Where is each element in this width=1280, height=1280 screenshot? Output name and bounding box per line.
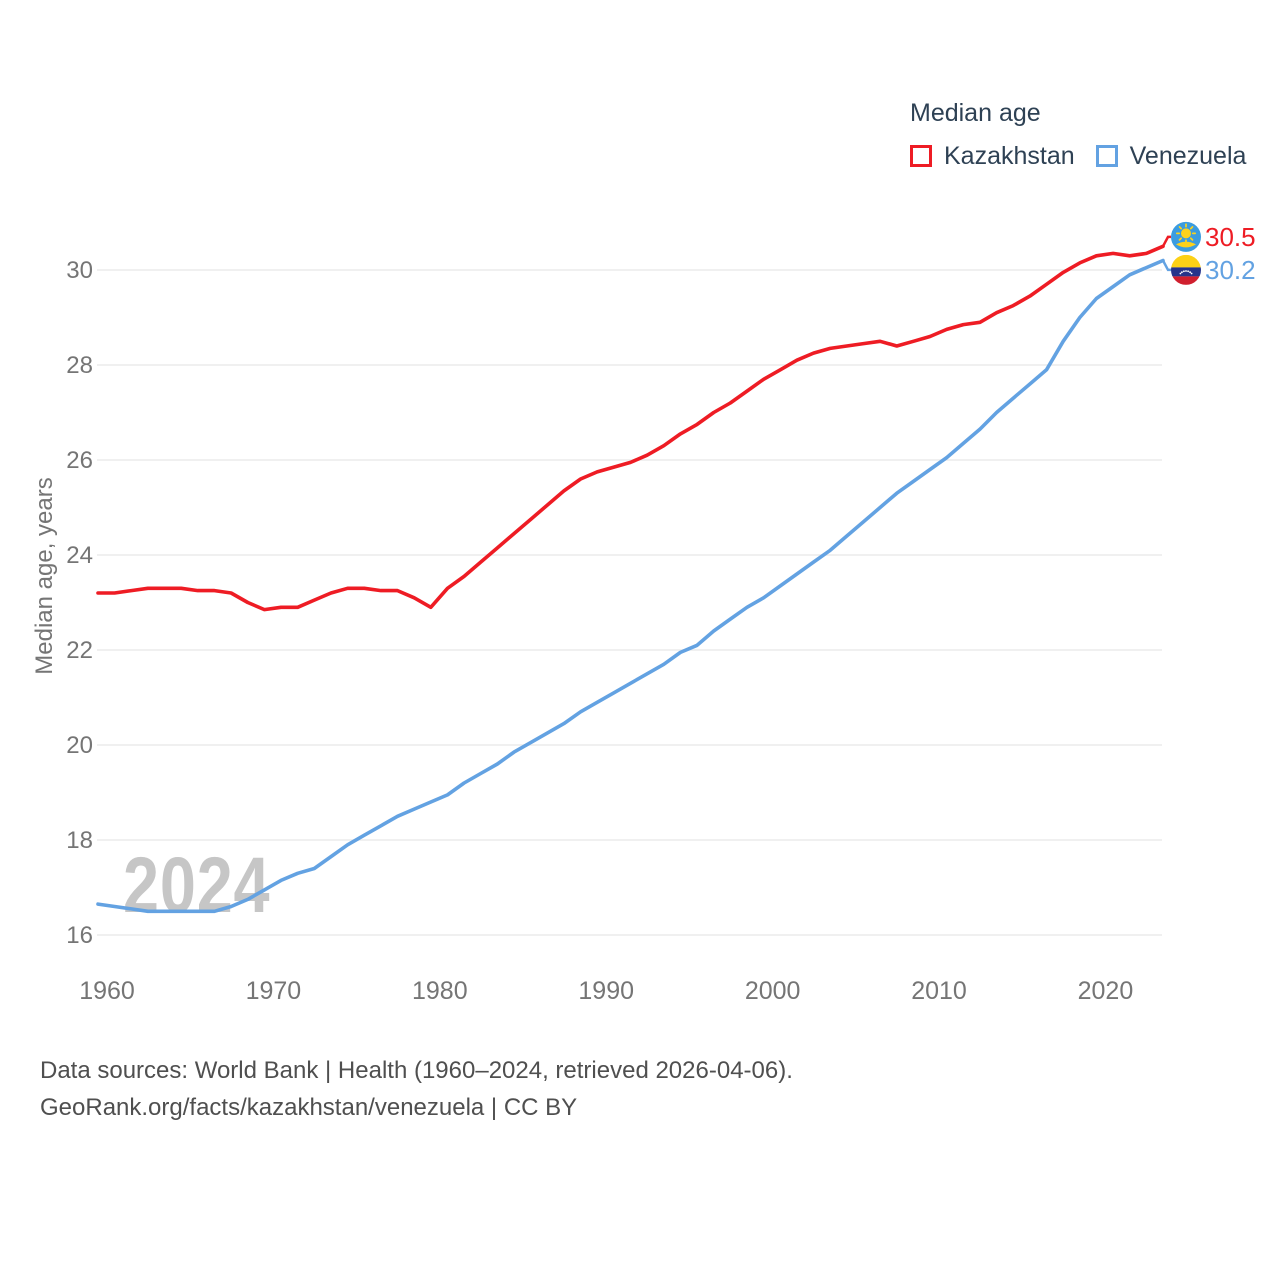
x-axis-tick-labels: 1960 1970 1980 1990 2000 2010 2020 xyxy=(79,977,1133,1005)
y-tick-label: 24 xyxy=(66,542,93,569)
x-tick-label: 1960 xyxy=(79,977,135,1005)
y-tick-label: 26 xyxy=(66,447,93,474)
legend: Median age Kazakhstan Venezuela xyxy=(910,98,1246,171)
y-tick-label: 30 xyxy=(66,257,93,284)
footer: Data sources: World Bank | Health (1960–… xyxy=(40,1052,793,1126)
series-lines xyxy=(96,244,1165,914)
legend-label-venezuela: Venezuela xyxy=(1129,142,1247,170)
kazakhstan-flag-icon xyxy=(1171,221,1201,252)
x-tick-label: 1990 xyxy=(578,977,634,1005)
venezuela-flag-icon xyxy=(1171,254,1201,285)
x-tick-label: 2010 xyxy=(911,977,967,1005)
legend-item-venezuela[interactable]: Venezuela xyxy=(1095,141,1247,171)
legend-items: Kazakhstan Venezuela xyxy=(910,141,1246,171)
end-value-labels: 30.530.2 xyxy=(1161,222,1256,285)
end-value-label-kazakhstan: 30.5 xyxy=(1205,222,1256,252)
end-value-label-venezuela: 30.2 xyxy=(1205,255,1256,285)
y-tick-label: 18 xyxy=(66,827,93,854)
x-tick-label: 2000 xyxy=(745,977,801,1005)
footer-sources-line: Data sources: World Bank | Health (1960–… xyxy=(40,1057,793,1084)
legend-label-kazakhstan: Kazakhstan xyxy=(944,142,1075,170)
end-connector-kazakhstan xyxy=(1161,235,1171,247)
series-line-kazakhstan[interactable] xyxy=(96,244,1165,612)
end-connector-venezuela xyxy=(1161,259,1171,272)
y-tick-label: 16 xyxy=(66,922,93,949)
venezuela-swatch-icon xyxy=(1095,145,1118,167)
kazakhstan-swatch-icon xyxy=(910,145,932,167)
y-tick-label: 20 xyxy=(66,732,93,759)
gridlines xyxy=(97,269,1162,936)
x-tick-label: 1980 xyxy=(412,977,468,1005)
y-axis-title: Median age, years xyxy=(31,477,58,675)
footer-attribution-line: GeoRank.org/facts/kazakhstan/venezuela |… xyxy=(40,1094,578,1121)
y-axis-tick-labels: 16 18 20 22 24 26 28 30 xyxy=(66,257,93,949)
y-tick-label: 28 xyxy=(66,352,93,379)
x-tick-label: 1970 xyxy=(246,977,302,1005)
y-tick-label: 22 xyxy=(66,637,93,664)
legend-title: Median age xyxy=(910,99,1041,127)
legend-item-kazakhstan[interactable]: Kazakhstan xyxy=(910,141,1075,171)
x-tick-label: 2020 xyxy=(1078,977,1134,1005)
series-line-venezuela[interactable] xyxy=(96,258,1165,914)
